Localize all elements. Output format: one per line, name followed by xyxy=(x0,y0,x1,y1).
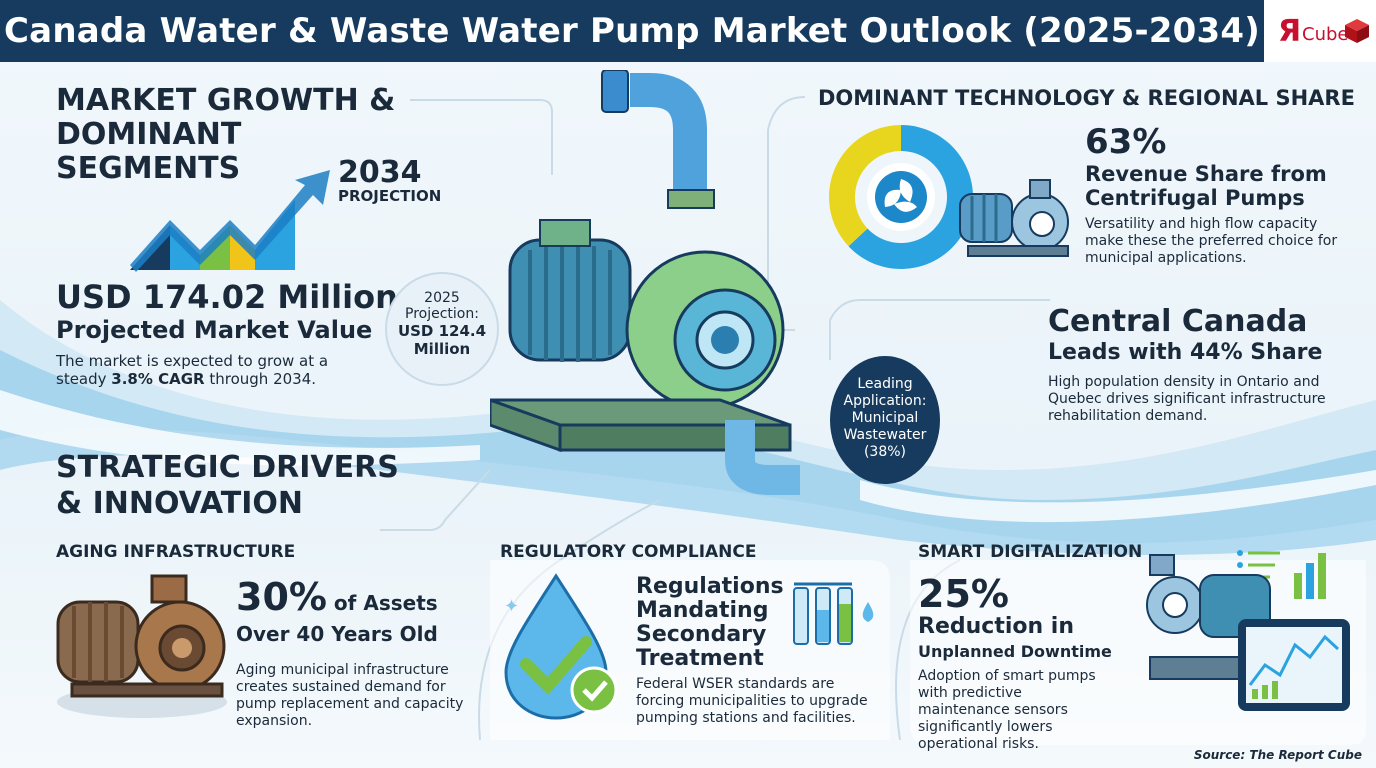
logo-mark: Я xyxy=(1278,14,1302,49)
aging-heading: AGING INFRASTRUCTURE xyxy=(56,542,296,562)
rusty-pump-icon xyxy=(56,574,227,718)
water-drop-check-icon: ✦ xyxy=(504,573,618,720)
market-value-label: Projected Market Value xyxy=(56,316,373,344)
projection-label: PROJECTION xyxy=(338,187,442,205)
leading-application-badge: Leading Application: Municipal Wastewate… xyxy=(830,356,940,484)
rising-bar-chart-icon xyxy=(130,170,330,272)
report-cube-logo: Я Cube xyxy=(1264,0,1376,62)
region-title: Central Canada xyxy=(1048,304,1308,339)
technology-percent: 63% xyxy=(1085,122,1167,162)
region-subtitle: Leads with 44% Share xyxy=(1048,340,1323,365)
source-note: Source: The Report Cube xyxy=(1193,748,1362,762)
smart-heading: SMART DIGITALIZATION xyxy=(918,542,1143,562)
regulatory-heading: REGULATORY COMPLIANCE xyxy=(500,542,757,562)
aging-description: Aging municipal infrastructure creates s… xyxy=(236,662,464,729)
technology-label: Revenue Share from Centrifugal Pumps xyxy=(1085,162,1327,210)
donut-slice-other xyxy=(829,125,901,247)
market-description: The market is expected to grow at a stea… xyxy=(56,352,329,388)
donut-slice-centrifugal xyxy=(848,125,973,269)
cube-icon xyxy=(1345,19,1369,43)
smart-stat-line3: Unplanned Downtime xyxy=(918,642,1112,661)
drivers-heading: STRATEGIC DRIVERS & INNOVATION xyxy=(56,450,399,521)
aging-stat-line2: Over 40 Years Old xyxy=(236,622,438,646)
technology-description: Versatility and high flow capacity make … xyxy=(1085,216,1338,266)
aging-stat: 30% of Assets xyxy=(236,575,438,619)
regulatory-description: Federal WSER standards are forcing munic… xyxy=(636,676,868,726)
regulatory-title: Regulations Mandating Secondary Treatmen… xyxy=(636,574,784,671)
technology-heading: DOMINANT TECHNOLOGY & REGIONAL SHARE xyxy=(818,86,1355,110)
centrifugal-pump-illustration xyxy=(490,70,800,495)
smart-stat-line2: Reduction in xyxy=(918,614,1075,639)
logo-text: Cube xyxy=(1302,24,1349,45)
smart-pump-dashboard-icon xyxy=(1146,550,1350,711)
title-bar xyxy=(0,0,1264,62)
projection-year: 2034 xyxy=(338,155,422,190)
market-value: USD 174.02 Million xyxy=(56,278,398,316)
smart-description: Adoption of smart pumps with predictive … xyxy=(918,668,1096,752)
small-centrifugal-pump-icon xyxy=(959,179,1069,257)
revenue-share-donut-chart xyxy=(829,125,973,269)
svg-text:✦: ✦ xyxy=(504,596,519,617)
market-growth-heading: MARKET GROWTH & DOMINANT SEGMENTS xyxy=(56,83,396,186)
page-title: Canada Water & Waste Water Pump Market O… xyxy=(4,11,1260,51)
impeller-icon xyxy=(875,171,927,223)
smart-stat: 25% xyxy=(918,572,1009,616)
region-description: High population density in Ontario and Q… xyxy=(1048,374,1326,424)
filtration-tubes-icon xyxy=(793,582,874,645)
projection-2025-badge: 2025 Projection: USD 124.4 Million xyxy=(385,272,499,386)
